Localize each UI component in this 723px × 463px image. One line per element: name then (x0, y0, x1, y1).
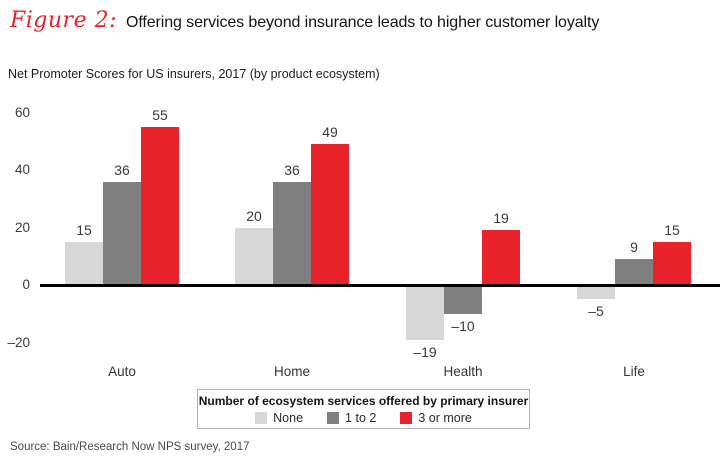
bar-home-1-to-2 (273, 181, 311, 285)
bar-auto-1-to-2 (103, 181, 141, 285)
y-axis-tick-label: 0 (22, 277, 30, 292)
category-label-health: Health (443, 364, 483, 379)
legend-item-1-to-2: 1 to 2 (327, 411, 376, 425)
figure-number-label: Figure 2: (10, 8, 117, 33)
chart-subtitle: Net Promoter Scores for US insurers, 201… (8, 67, 380, 81)
bar-value-label: 9 (630, 239, 638, 256)
legend-item-none: None (255, 411, 303, 425)
bar-home-3-or-more (311, 144, 349, 285)
legend-swatch-none (255, 412, 268, 424)
figure-title: Figure 2: Offering services beyond insur… (10, 8, 599, 33)
category-label-home: Home (273, 364, 310, 379)
chart-legend: Number of ecosystem services offered by … (197, 389, 530, 429)
bar-value-label: 49 (322, 124, 338, 141)
legend-title: Number of ecosystem services offered by … (198, 394, 529, 408)
bar-life-1-to-2 (615, 259, 653, 285)
y-axis-tick-label: 60 (14, 104, 30, 120)
bar-auto-3-or-more (141, 126, 179, 285)
source-note: Source: Bain/Research Now NPS survey, 20… (10, 441, 250, 453)
bar-life-3-or-more (653, 241, 691, 285)
bar-auto-none (65, 241, 103, 285)
bar-value-label: 36 (284, 161, 300, 178)
figure-title-text: Offering services beyond insurance leads… (126, 14, 600, 31)
bar-value-label: –10 (451, 317, 475, 334)
y-axis-tick-label: –20 (7, 334, 30, 350)
bar-value-label: 36 (114, 161, 130, 178)
legend-label: 1 to 2 (345, 411, 377, 425)
bar-health-none (406, 285, 444, 340)
bar-value-label: 15 (76, 221, 92, 238)
bar-value-label: –19 (413, 343, 437, 360)
legend-swatch-1-to-2 (327, 412, 340, 424)
y-axis-tick-label: 40 (14, 162, 30, 177)
bar-health-1-to-2 (444, 285, 482, 314)
category-label-life: Life (623, 364, 645, 379)
bar-value-label: 20 (246, 207, 262, 224)
bar-value-label: 19 (493, 210, 509, 227)
bar-value-label: 15 (664, 221, 680, 238)
legend-label: 3 or more (418, 411, 472, 425)
legend-items: None 1 to 2 3 or more (198, 411, 529, 425)
bar-life-none (577, 285, 615, 300)
x-axis-line (40, 283, 720, 287)
bar-value-label: –5 (588, 303, 604, 320)
legend-label: None (273, 411, 304, 425)
y-axis-tick-label: 20 (14, 219, 30, 235)
bar-value-label: 55 (152, 106, 168, 123)
bar-health-3-or-more (482, 230, 520, 285)
bar-home-none (235, 227, 273, 285)
legend-item-3-or-more: 3 or more (400, 411, 472, 425)
category-label-auto: Auto (108, 364, 136, 379)
legend-swatch-3-or-more (400, 412, 413, 424)
